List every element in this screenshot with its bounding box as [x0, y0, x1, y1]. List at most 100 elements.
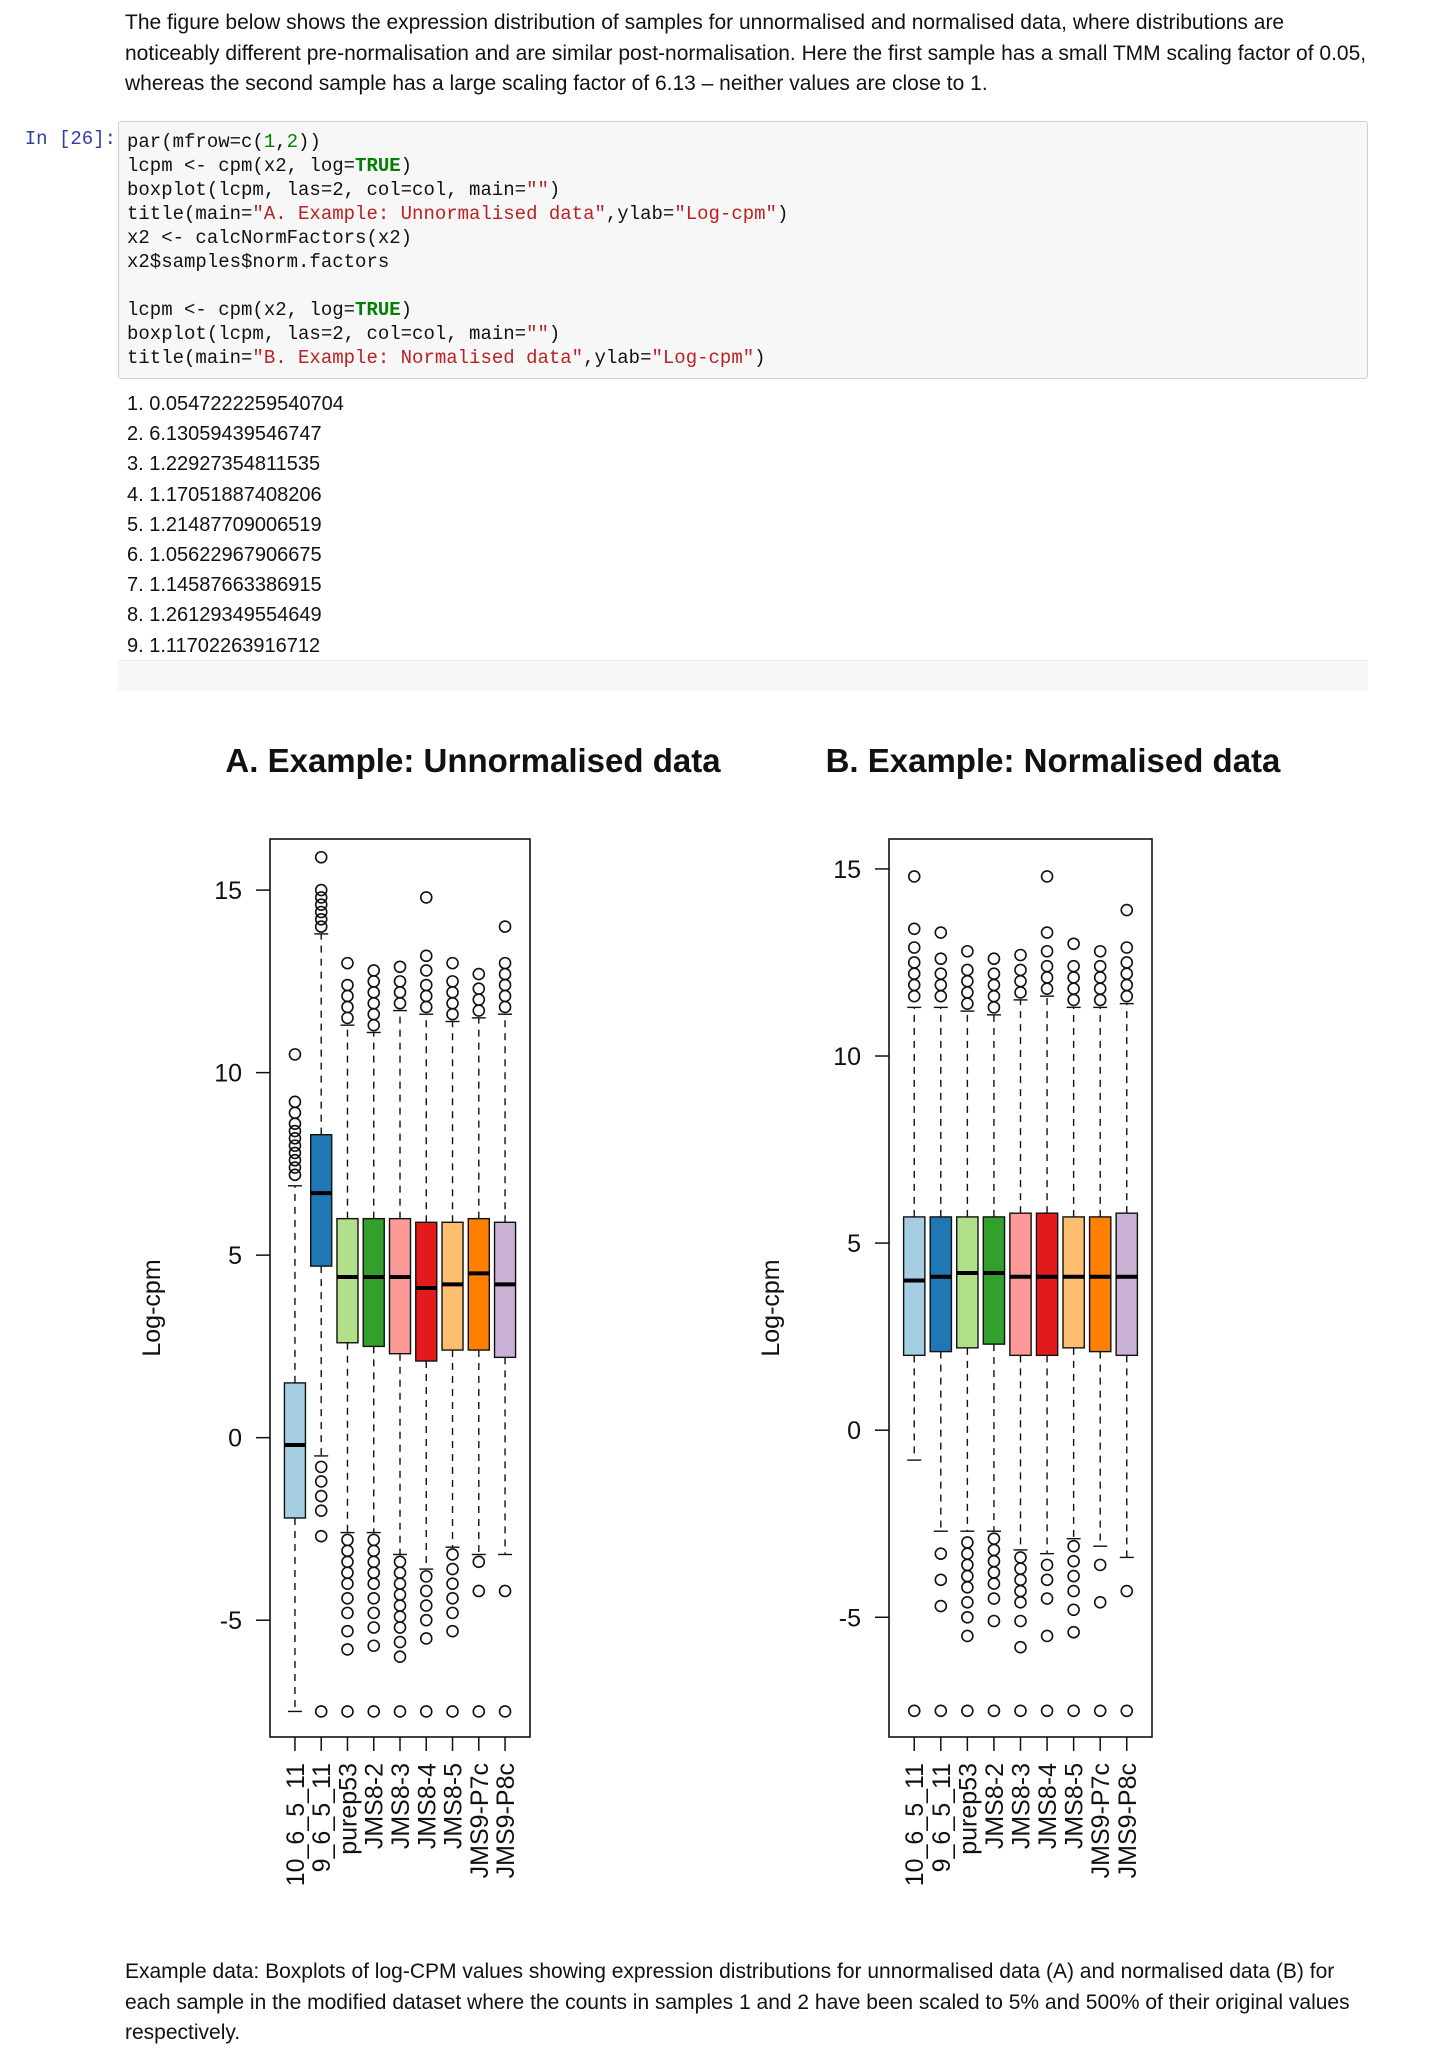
outlier-point — [961, 1704, 974, 1718]
figure-caption: Example data: Boxplots of log-CPM values… — [125, 1960, 1350, 2044]
outlier-point — [341, 1577, 354, 1590]
outlier-point — [1014, 963, 1027, 977]
outlier-point — [987, 1554, 1001, 1568]
outlier-point — [1014, 1573, 1027, 1587]
outlier-point — [367, 1577, 381, 1590]
y-tick-label: 0 — [847, 1417, 861, 1445]
outlier-point — [934, 1704, 948, 1718]
y-tick-label: 5 — [228, 1242, 242, 1270]
outlier-point — [419, 1570, 433, 1583]
outlier-point — [446, 1007, 459, 1021]
outlier-point — [1040, 1558, 1054, 1572]
outlier-point — [1120, 967, 1134, 981]
outlier-point — [446, 1591, 459, 1605]
outlier-point — [367, 1591, 381, 1605]
outlier-point — [1040, 982, 1054, 995]
outlier-point — [961, 1558, 974, 1572]
outlier-point — [367, 975, 381, 988]
outlier-point — [1014, 1640, 1027, 1654]
box — [929, 1216, 953, 1353]
outlier-point — [961, 986, 974, 999]
outlier-point — [393, 1610, 407, 1623]
outlier-point — [1120, 903, 1134, 917]
outlier-point — [393, 975, 407, 988]
box — [336, 1217, 359, 1344]
outlier-point — [1067, 982, 1080, 995]
code-cell[interactable]: par(mfrow=c(1,2)) lcpm <- cpm(x2, log=TRU… — [118, 121, 1368, 379]
outlier-point — [367, 1018, 381, 1032]
outlier-point — [1093, 993, 1107, 1007]
outlier-point — [498, 978, 512, 992]
outlier-point — [1040, 959, 1054, 973]
outlier-point — [498, 967, 512, 981]
outlier-point — [419, 891, 433, 904]
outlier-point — [1014, 1595, 1027, 1609]
y-tick-label: 10 — [833, 1043, 861, 1071]
outlier-point — [446, 1624, 459, 1638]
x-tick-label: JMS8-5 — [1061, 1763, 1089, 1849]
outlier-point — [446, 1562, 459, 1576]
outlier-point — [934, 989, 948, 1003]
outlier-point — [961, 963, 974, 977]
outlier-point — [446, 996, 459, 1010]
boxplot-figure: A. Example: Unnormalised data Log-cpm -5 0 5… — [138, 742, 1281, 1886]
outlier-point — [314, 1460, 328, 1474]
outlier-point — [446, 956, 459, 970]
outlier-point — [314, 1489, 328, 1503]
box — [956, 1216, 979, 1349]
outlier-point — [1014, 1614, 1027, 1628]
outlier-point — [1014, 1551, 1027, 1564]
outlier-point — [472, 1584, 486, 1598]
outlier-point — [1014, 948, 1027, 962]
outlier-point — [419, 1000, 433, 1014]
outlier-point — [1093, 982, 1107, 995]
outlier-point — [367, 1639, 381, 1653]
code-line — [127, 274, 1359, 298]
outlier-point — [446, 975, 459, 988]
output-item: 1. 0.0547222259540704 — [127, 393, 344, 415]
outlier-point — [393, 1577, 407, 1590]
outlier-point — [341, 1555, 354, 1569]
outlier-point — [1093, 944, 1107, 958]
outlier-point — [446, 1705, 459, 1718]
outlier-point — [367, 1007, 381, 1021]
outlier-point — [367, 964, 381, 977]
output-item: 8. 1.26129349554649 — [127, 604, 322, 627]
outlier-point — [446, 1577, 459, 1590]
outlier-point — [934, 967, 948, 981]
x-tick-label: JMS9-P8c — [1114, 1763, 1142, 1878]
x-tick-label: purep53 — [334, 1763, 362, 1855]
outlier-point — [341, 989, 354, 1003]
outlier-point — [341, 1705, 354, 1718]
outlier-point — [419, 1613, 433, 1627]
code-line: x2$samples$norm.factors — [127, 251, 390, 273]
outlier-point — [987, 952, 1001, 966]
outlier-point — [472, 1705, 486, 1718]
outlier-point — [288, 1132, 302, 1145]
x-tick-label: JMS9-P7c — [466, 1763, 494, 1878]
outlier-point — [341, 1533, 354, 1547]
outlier-point — [472, 993, 486, 1006]
outlier-point — [1067, 1569, 1080, 1583]
intro-paragraph: The figure below shows the expression di… — [125, 11, 1367, 95]
x-tick-label: JMS8-3 — [1008, 1763, 1036, 1849]
box — [493, 1221, 517, 1359]
outlier-point — [1014, 1704, 1027, 1718]
outlier-point — [1040, 1704, 1054, 1718]
outlier-point — [393, 1599, 407, 1612]
outlier-point — [341, 1643, 354, 1656]
outlier-point — [367, 1566, 381, 1580]
x-tick-label: JMS8-2 — [981, 1763, 1009, 1849]
outlier-point — [314, 1475, 328, 1488]
outlier-point — [314, 920, 328, 933]
outlier-point — [498, 920, 512, 933]
outlier-point — [1040, 944, 1054, 958]
outlier-point — [419, 978, 433, 992]
outlier-point — [314, 905, 328, 919]
outlier-point — [393, 1635, 407, 1649]
outlier-point — [1120, 1584, 1134, 1598]
x-tick-label: JMS8-5 — [440, 1763, 468, 1849]
outlier-point — [288, 1048, 302, 1061]
code-line: lcpm <- cpm(x2, log=TRUE) — [127, 299, 413, 321]
outlier-point — [1040, 870, 1054, 883]
